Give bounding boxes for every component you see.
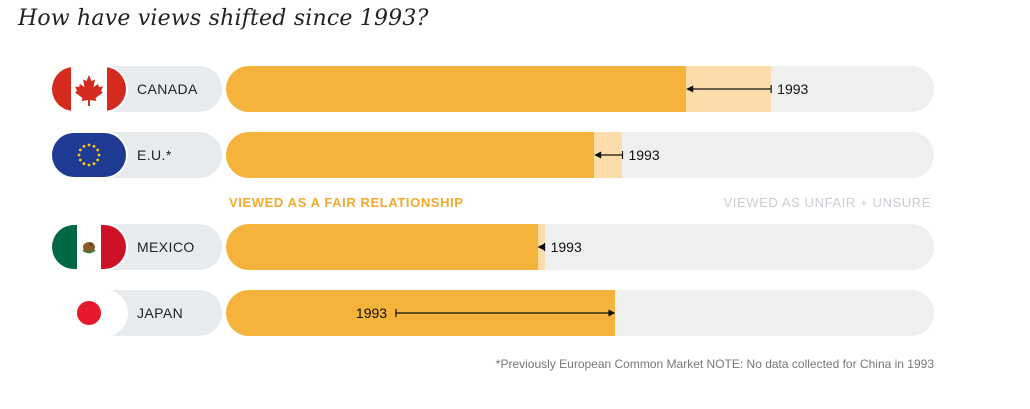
- arrow-head: [608, 309, 616, 317]
- japan-flag-icon: [52, 291, 126, 335]
- year-marker-label: 1993: [550, 239, 582, 255]
- row-mexico: MEXICO 1993: [52, 224, 934, 270]
- eu-flag-icon: [52, 133, 126, 177]
- country-label: MEXICO: [137, 239, 195, 255]
- canada-flag-icon: [52, 67, 126, 111]
- change-arrow: [226, 132, 934, 178]
- footnote: *Previously European Common Market NOTE:…: [495, 357, 934, 371]
- mexico-flag-icon: [52, 225, 126, 269]
- year-marker-label: 1993: [628, 147, 660, 163]
- bar-current-fair: [226, 224, 538, 270]
- chart-title: How have views shifted since 1993?: [18, 6, 429, 31]
- year-marker-label: 1993: [777, 81, 809, 97]
- bar-current-fair: [226, 132, 595, 178]
- change-arrow: [226, 66, 934, 112]
- year-marker-label: 1993: [355, 305, 388, 321]
- arrow-head: [594, 151, 602, 159]
- row-eu: E.U.* 1993: [52, 132, 934, 178]
- country-label: JAPAN: [137, 305, 184, 321]
- row-canada: CANADA 1993: [52, 66, 934, 112]
- country-label: CANADA: [137, 81, 198, 97]
- bar-track: [226, 66, 934, 112]
- row-japan: JAPAN 1993: [52, 290, 934, 336]
- change-arrow: [226, 290, 934, 336]
- arrow-head: [537, 243, 545, 251]
- bar-current-fair: [226, 66, 687, 112]
- country-label: E.U.*: [137, 147, 172, 163]
- legend-unfair-unsure: VIEWED AS UNFAIR + UNSURE: [723, 195, 931, 210]
- legend-fair: VIEWED AS A FAIR RELATIONSHIP: [229, 195, 464, 210]
- bar-track: [226, 224, 934, 270]
- change-arrow: [226, 224, 934, 270]
- bar-track: [226, 132, 934, 178]
- arrow-head: [686, 85, 694, 93]
